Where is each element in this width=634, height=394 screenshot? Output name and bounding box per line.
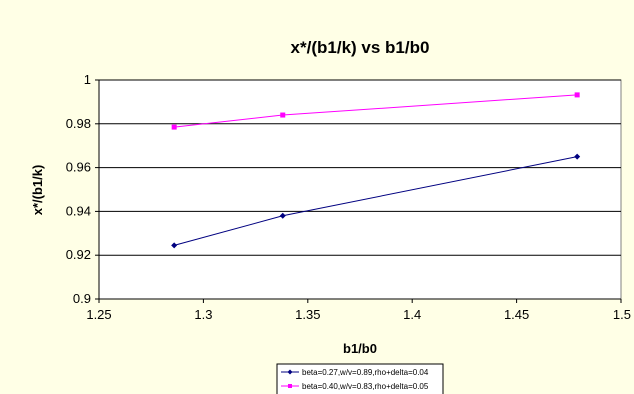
x-tick-label: 1.35 <box>295 307 320 322</box>
y-tick-label: 0.92 <box>66 247 91 262</box>
legend-box <box>276 363 444 394</box>
x-tick-label: 1.5 <box>613 307 631 322</box>
y-tick-label: 0.94 <box>66 203 91 218</box>
x-tick-label: 1.4 <box>403 307 421 322</box>
legend-marker-series-1 <box>287 369 293 375</box>
data-point-series-1 <box>171 242 178 249</box>
tick-labels: 0.9 0.92 0.94 0.96 0.98 1 1.25 1.3 1.35 1.4 1.45 1.… <box>66 72 631 322</box>
x-tick-label: 1.45 <box>504 307 529 322</box>
y-tick-label: 0.98 <box>66 116 91 131</box>
y-axis-label: x*/(b1/k) <box>30 165 45 216</box>
x-tick-label: 1.3 <box>194 307 212 322</box>
legend-label-series-2: beta=0.40,w/v=0.83,rho+delta=0.05 <box>302 382 429 391</box>
data-point-series-1 <box>279 212 286 219</box>
data-point-series-1 <box>574 153 581 160</box>
y-tick-label: 0.9 <box>73 291 91 306</box>
x-axis-label: b1/b0 <box>343 341 377 356</box>
series-layer <box>171 92 581 249</box>
data-point-series-2 <box>171 124 177 130</box>
plot-background <box>98 79 622 300</box>
legend-label-series-1: beta=0.27,w/v=0.89,rho+delta=0.04 <box>302 368 429 377</box>
legend-marker-series-2 <box>288 384 292 388</box>
x-tick-label: 1.25 <box>86 307 111 322</box>
gridlines <box>99 79 621 256</box>
data-point-series-2 <box>574 92 580 98</box>
chart-title: x*/(b1/k) vs b1/b0 <box>291 38 430 57</box>
y-tick-label: 0.96 <box>66 160 91 175</box>
legend: beta=0.27,w/v=0.89,rho+delta=0.04 beta=0… <box>276 363 444 394</box>
data-point-series-2 <box>280 112 286 118</box>
y-tick-label: 1 <box>84 72 91 87</box>
